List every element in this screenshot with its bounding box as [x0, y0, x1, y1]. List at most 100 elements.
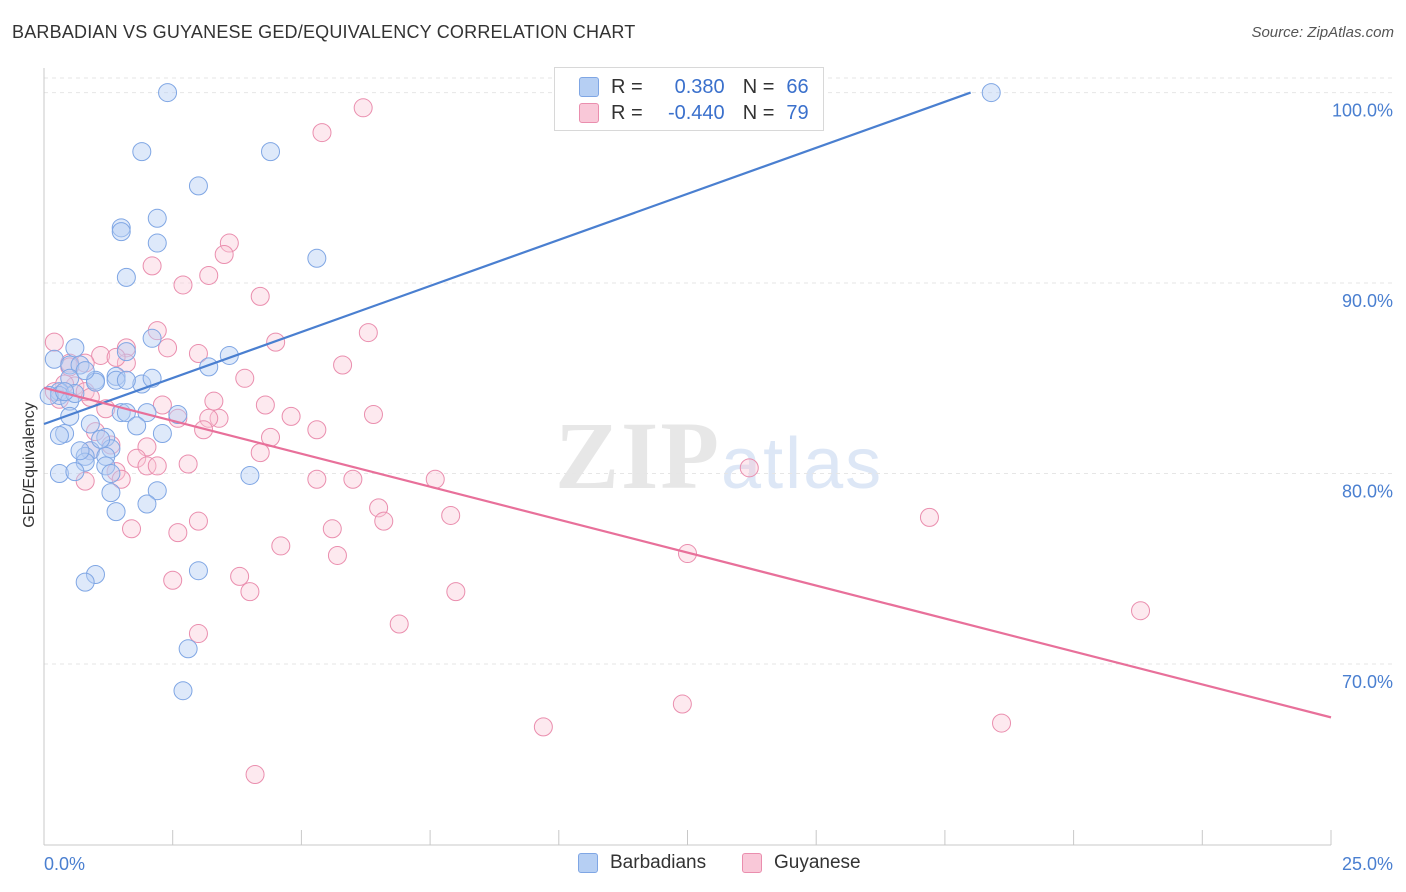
barbadians-trend-line [43, 91, 972, 426]
guyanese-point [168, 523, 188, 543]
guyanese-point [75, 471, 95, 491]
guyanese-point [250, 443, 270, 463]
guyanese-point [245, 765, 265, 785]
guyanese-point [209, 408, 229, 428]
y-tick-label: 80.0% [1342, 482, 1393, 502]
guyanese-point [363, 404, 383, 424]
guyanese-point [307, 469, 327, 489]
correlation-legend: R = 0.380 N = 66 R = -0.440 N = 79 [554, 67, 824, 131]
guyanese-point [441, 505, 461, 525]
guyanese-point [1131, 601, 1151, 621]
guyanese-point [533, 717, 553, 737]
barbadians-point [101, 464, 121, 484]
guyanese-points [44, 98, 1151, 785]
y-tick-label: 90.0% [1342, 291, 1393, 311]
barbadians-point [101, 483, 121, 503]
guyanese-point [235, 368, 255, 388]
watermark: ZIPatlas [555, 400, 883, 511]
barbadians-point [60, 406, 80, 426]
legend-row-guyanese: R = -0.440 N = 79 [579, 100, 809, 126]
guyanese-point [158, 338, 178, 358]
series-legend-label: Barbadians [610, 852, 707, 873]
barbadians-point [116, 342, 136, 362]
chart-title: BARBADIAN VS GUYANESE GED/EQUIVALENCY CO… [12, 22, 636, 42]
barbadians-points [39, 83, 1001, 701]
guyanese-point [188, 624, 208, 644]
barbadians-point [188, 561, 208, 581]
guyanese-point [312, 123, 332, 143]
tick-labels: 70.0% 80.0% 90.0% 100.0% 0.0% 25.0% [44, 101, 1393, 874]
barbadians-point [158, 83, 178, 103]
barbadians-point [137, 494, 157, 514]
barbadians-point [147, 233, 167, 253]
barbadians-point [75, 446, 95, 466]
guyanese-point [358, 323, 378, 343]
guyanese-point [214, 244, 234, 264]
guyanese-point [122, 519, 142, 539]
watermark-zip: ZIP [555, 402, 722, 509]
barbadians-point [106, 502, 126, 522]
barbadians-point [127, 416, 147, 436]
guyanese-point [739, 458, 759, 478]
barbadians-point [75, 361, 95, 381]
barbadians-point [80, 414, 100, 434]
barbadians-point [106, 370, 126, 390]
guyanese-point [142, 256, 162, 276]
guyanese-point [106, 347, 126, 367]
barbadians-point [147, 208, 167, 228]
guyanese-point [672, 694, 692, 714]
barbadians-point [85, 565, 105, 585]
guyanese-point [250, 286, 270, 306]
legend-n-value: 79 [786, 101, 809, 124]
x-tick-label: 25.0% [1342, 854, 1393, 874]
barbadians-point [116, 267, 136, 287]
guyanese-point [446, 582, 466, 602]
guyanese-point [127, 448, 147, 468]
guyanese-point [255, 395, 275, 415]
barbadians-point [168, 404, 188, 424]
legend-swatch-guyanese [579, 103, 599, 123]
barbadians-point [49, 464, 69, 484]
guyanese-point [204, 391, 224, 411]
guyanese-point [188, 344, 208, 364]
barbadians-point [981, 83, 1001, 103]
guyanese-point [137, 456, 157, 476]
guyanese-point [188, 511, 208, 531]
barbadians-point [75, 452, 95, 472]
guyanese-point [271, 536, 291, 556]
barbadians-point [240, 465, 260, 485]
barbadians-point [65, 338, 85, 358]
guyanese-point [199, 265, 219, 285]
guyanese-point [219, 233, 239, 253]
barbadians-point [91, 429, 111, 449]
guyanese-point [91, 345, 111, 365]
guyanese-point [147, 456, 167, 476]
guyanese-point [333, 355, 353, 375]
barbadians-point [188, 176, 208, 196]
barbadians-point [75, 572, 95, 592]
guyanese-point [111, 469, 131, 489]
guyanese-point [44, 332, 64, 352]
guyanese-point [116, 353, 136, 373]
guyanese-point [322, 519, 342, 539]
watermark-atlas: atlas [721, 424, 884, 504]
guyanese-point [240, 582, 260, 602]
barbadians-point [111, 222, 131, 242]
chart-source: Source: ZipAtlas.com [1251, 24, 1394, 41]
guyanese-point [327, 545, 347, 565]
legend-r-label: R = [611, 75, 643, 98]
guyanese-point [374, 511, 394, 531]
guyanese-point [343, 469, 363, 489]
guyanese-point [307, 420, 327, 440]
series-legend-guyanese[interactable]: Guyanese [742, 852, 861, 874]
axes [43, 68, 1332, 846]
series-legend-barbadians[interactable]: Barbadians [578, 852, 706, 874]
barbadians-point [49, 425, 69, 445]
series-legend: Barbadians Guyanese [0, 852, 1406, 876]
barbadians-point [261, 142, 281, 162]
barbadians-point [70, 355, 90, 375]
guyanese-point [152, 395, 172, 415]
legend-n-value: 66 [786, 75, 809, 98]
guyanese-point [992, 713, 1012, 733]
